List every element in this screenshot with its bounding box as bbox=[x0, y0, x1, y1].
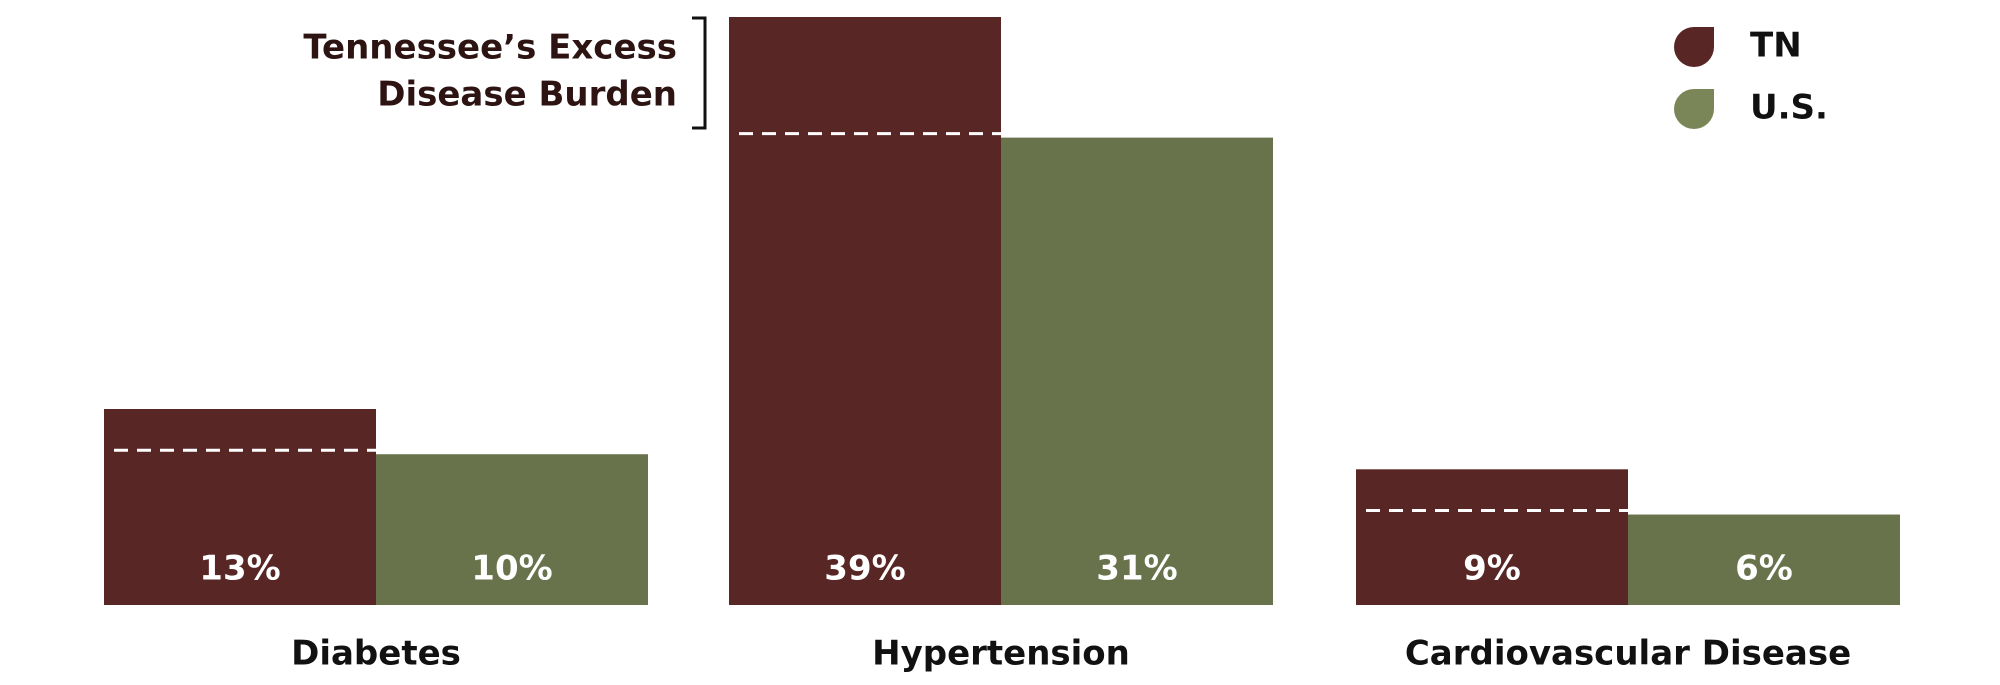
bar bbox=[104, 409, 376, 605]
x-tick-label: Diabetes bbox=[291, 634, 461, 674]
bar bbox=[729, 17, 1001, 605]
x-tick-label: Cardiovascular Disease bbox=[1405, 634, 1851, 674]
value-label: 13% bbox=[199, 549, 280, 589]
annotation: Tennessee’s Excess bbox=[303, 28, 677, 68]
legend-label: U.S. bbox=[1750, 88, 1828, 128]
legend-swatch bbox=[1674, 27, 1714, 67]
value-label: 9% bbox=[1463, 549, 1521, 589]
value-label: 10% bbox=[471, 549, 552, 589]
value-label: 6% bbox=[1735, 549, 1793, 589]
bracket bbox=[692, 16, 707, 130]
bar bbox=[376, 454, 648, 605]
legend-swatch bbox=[1674, 89, 1714, 129]
value-label: 39% bbox=[824, 549, 905, 589]
bar bbox=[1356, 469, 1628, 605]
value-label: 31% bbox=[1096, 549, 1177, 589]
legend-label: TN bbox=[1750, 26, 1802, 66]
bar bbox=[1628, 514, 1900, 605]
bar bbox=[1001, 137, 1273, 605]
x-tick-label: Hypertension bbox=[872, 634, 1130, 674]
annotation: Disease Burden bbox=[377, 75, 677, 115]
